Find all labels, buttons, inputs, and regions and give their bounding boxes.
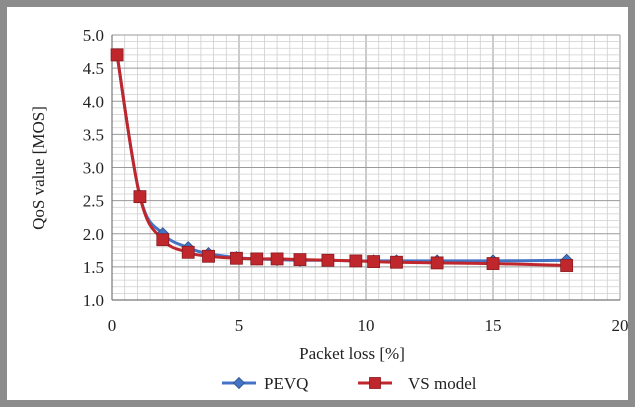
legend-swatch-marker — [232, 376, 246, 390]
data-point — [110, 48, 124, 62]
y-tick-label: 3.0 — [83, 159, 104, 178]
axes — [111, 35, 620, 301]
series-group — [110, 48, 574, 272]
y-tick-labels: 1.0 1.5 2.0 2.5 3.0 3.5 4.0 4.5 5.0 — [83, 26, 104, 310]
y-tick-label: 2.0 — [83, 225, 104, 244]
legend-item: PEVQ — [222, 374, 308, 393]
data-point — [367, 255, 381, 268]
series-line — [115, 54, 567, 263]
x-tick-label: 0 — [108, 316, 117, 335]
y-tick-label: 5.0 — [83, 26, 104, 45]
y-tick-label: 2.5 — [83, 192, 104, 211]
legend-label: PEVQ — [264, 374, 308, 393]
x-tick-label: 15 — [485, 316, 502, 335]
data-point — [181, 245, 195, 259]
data-point — [156, 233, 170, 247]
legend-swatch-marker — [369, 377, 381, 389]
legend-label: VS model — [408, 374, 477, 393]
data-point — [250, 252, 264, 266]
x-axis-title: Packet loss [%] — [299, 344, 405, 363]
y-tick-label: 1.5 — [83, 258, 104, 277]
legend-item: VS model — [358, 374, 477, 393]
data-point — [486, 257, 500, 270]
y-tick-label: 1.0 — [83, 291, 104, 310]
data-point — [560, 259, 574, 272]
data-point — [202, 249, 215, 263]
y-tick-label: 4.0 — [83, 92, 104, 111]
data-point — [390, 255, 403, 269]
y-axis-title: QoS value [MOS] — [29, 106, 48, 230]
data-point — [133, 190, 147, 204]
data-point — [349, 254, 363, 268]
series-vs-model — [110, 48, 574, 272]
x-tick-label: 10 — [358, 316, 375, 335]
y-tick-label: 4.5 — [83, 59, 104, 78]
y-tick-label: 3.5 — [83, 125, 104, 144]
x-tick-label: 20 — [612, 316, 629, 335]
data-point — [230, 251, 243, 265]
data-point — [430, 256, 444, 270]
legend: PEVQ VS model — [222, 374, 477, 393]
data-point — [270, 252, 284, 266]
data-point — [293, 253, 307, 266]
data-point — [321, 253, 335, 267]
x-tick-label: 5 — [235, 316, 244, 335]
x-tick-labels: 0 5 10 15 20 — [108, 316, 629, 335]
